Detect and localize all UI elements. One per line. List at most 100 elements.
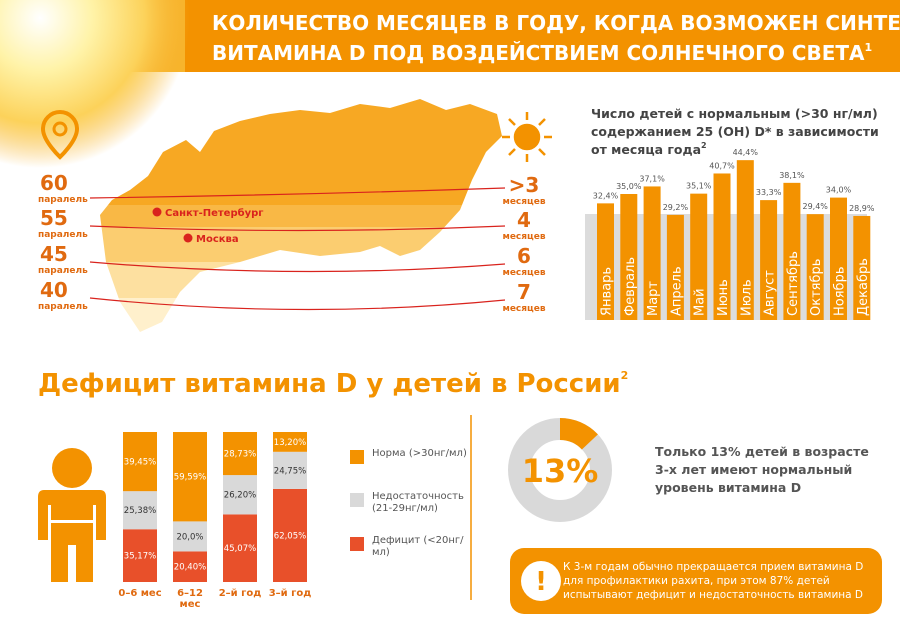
city-label: Санкт-Петербург [165, 207, 264, 219]
value-label: 32,4% [593, 191, 619, 200]
bar [736, 160, 754, 320]
value-label: 28,73% [224, 450, 256, 460]
months-number: 7 [517, 280, 531, 304]
x-tick-label: 6–12 мес [177, 588, 203, 610]
bar-segment [273, 488, 307, 582]
x-tick-label: Ноябрь [833, 267, 848, 316]
months-label: месяцев [502, 232, 545, 242]
bar [643, 186, 661, 320]
bar [760, 200, 778, 320]
legend-swatch [350, 450, 364, 464]
bar [666, 214, 684, 320]
note-box [510, 548, 882, 614]
value-label: 33,3% [756, 188, 782, 197]
bar-segment [123, 491, 157, 530]
donut-label: 13% [522, 452, 599, 490]
bar-segment [123, 529, 157, 582]
title-text: ВИТАМИНА D ПОД ВОЗДЕЙСТВИЕМ СОЛНЕЧНОГО С… [212, 41, 865, 65]
pin-icon [52, 121, 68, 137]
bar [806, 214, 824, 320]
bar-segment [123, 432, 157, 492]
chart-title-note: 2 [701, 141, 707, 150]
bar [690, 193, 708, 320]
city-dot [183, 233, 193, 243]
chart-title: от месяца года2 [591, 141, 707, 157]
title-note: 1 [865, 41, 873, 54]
note-text: К 3-м годам обычно прекращается прием ви… [563, 561, 863, 573]
parallel-label: паралель [38, 230, 88, 240]
bar [830, 197, 847, 320]
chart-title: Число детей с нормальным (>30 нг/мл) [591, 106, 878, 121]
value-label: 29,4% [802, 202, 828, 211]
bar-segment [173, 432, 207, 522]
value-label: 62,05% [274, 531, 306, 541]
bar-segment [223, 475, 257, 515]
value-label: 26,20% [224, 491, 256, 501]
value-label: 13,20% [274, 438, 306, 448]
chart-title-text: от месяца года [591, 142, 701, 157]
value-label: 20,40% [174, 563, 206, 573]
bar [713, 173, 731, 320]
x-tick-label: Сентябрь [786, 251, 801, 316]
parallel-lines [89, 187, 506, 311]
section-note: 2 [621, 369, 629, 382]
months-label: месяцев [502, 304, 545, 314]
note-text: для профилактики рахита, при этом 87% де… [563, 575, 830, 587]
value-label: 44,4% [733, 148, 759, 157]
parallel-number: 60 [40, 171, 68, 195]
months-label: месяцев [502, 268, 545, 278]
parallel-number: 40 [40, 278, 68, 302]
value-label: 28,9% [849, 204, 875, 213]
x-tick-label: Май [693, 288, 708, 316]
sun-icon [502, 112, 552, 162]
bar-segment [223, 514, 257, 582]
x-tick-label: Февраль [623, 257, 638, 316]
parallel-number: 55 [40, 206, 68, 230]
warning-mark: ! [535, 567, 547, 597]
value-label: 34,0% [826, 186, 852, 195]
value-label: 25,38% [124, 506, 156, 516]
months-number: 6 [517, 244, 531, 268]
donut-text: Только 13% детей в возрасте [655, 444, 869, 459]
x-tick-label: Апрель [669, 266, 684, 316]
parallel-label: паралель [38, 195, 88, 205]
bar [853, 215, 871, 320]
child-icon [38, 448, 106, 582]
value-label: 45,07% [224, 544, 256, 554]
city-dot [152, 207, 162, 217]
city-label: Москва [196, 234, 239, 245]
value-label: 35,0% [616, 182, 642, 191]
donut-segment [559, 418, 598, 450]
section-title-text: Дефицит витамина D у детей в России [38, 369, 621, 399]
legend-label: Недостаточность (21-29нг/мл) [372, 491, 464, 514]
header-band [185, 0, 900, 72]
x-tick-label: 2–й год [218, 588, 262, 599]
title-line: КОЛИЧЕСТВО МЕСЯЦЕВ В ГОДУ, КОГДА ВОЗМОЖЕ… [212, 11, 900, 35]
legend-label: Дефицит (<20нг/мл) [372, 535, 464, 558]
x-tick-label: 0–6 мес [118, 588, 162, 599]
value-label: 59,59% [174, 473, 206, 483]
x-tick-label: Октябрь [809, 259, 824, 316]
value-label: 35,17% [124, 552, 156, 562]
x-tick-label: 3–й год [268, 588, 312, 599]
legend-swatch [350, 537, 364, 551]
bar [597, 203, 614, 320]
note-text: испытывают дефицит и недостаточность вит… [563, 589, 863, 601]
x-tick-label: Март [646, 281, 661, 316]
value-label: 35,1% [686, 182, 712, 191]
months-number: 4 [517, 208, 531, 232]
x-tick-label: Июнь [716, 279, 731, 316]
x-tick-label: Август [763, 270, 778, 316]
value-label: 40,7% [709, 161, 735, 170]
parallel-label: паралель [38, 302, 88, 312]
parallel-label: паралель [38, 266, 88, 276]
section-title: Дефицит витамина D у детей в России2 [38, 369, 628, 399]
donut-text: 3-х лет имеют нормальный [655, 462, 852, 477]
sun-glow [0, 0, 190, 168]
title-line: ВИТАМИНА D ПОД ВОЗДЕЙСТВИЕМ СОЛНЕЧНОГО С… [212, 41, 872, 65]
value-label: 29,2% [663, 203, 689, 212]
value-label: 24,75% [274, 466, 306, 476]
bar-segment [173, 521, 207, 552]
months-label: месяцев [502, 197, 545, 207]
